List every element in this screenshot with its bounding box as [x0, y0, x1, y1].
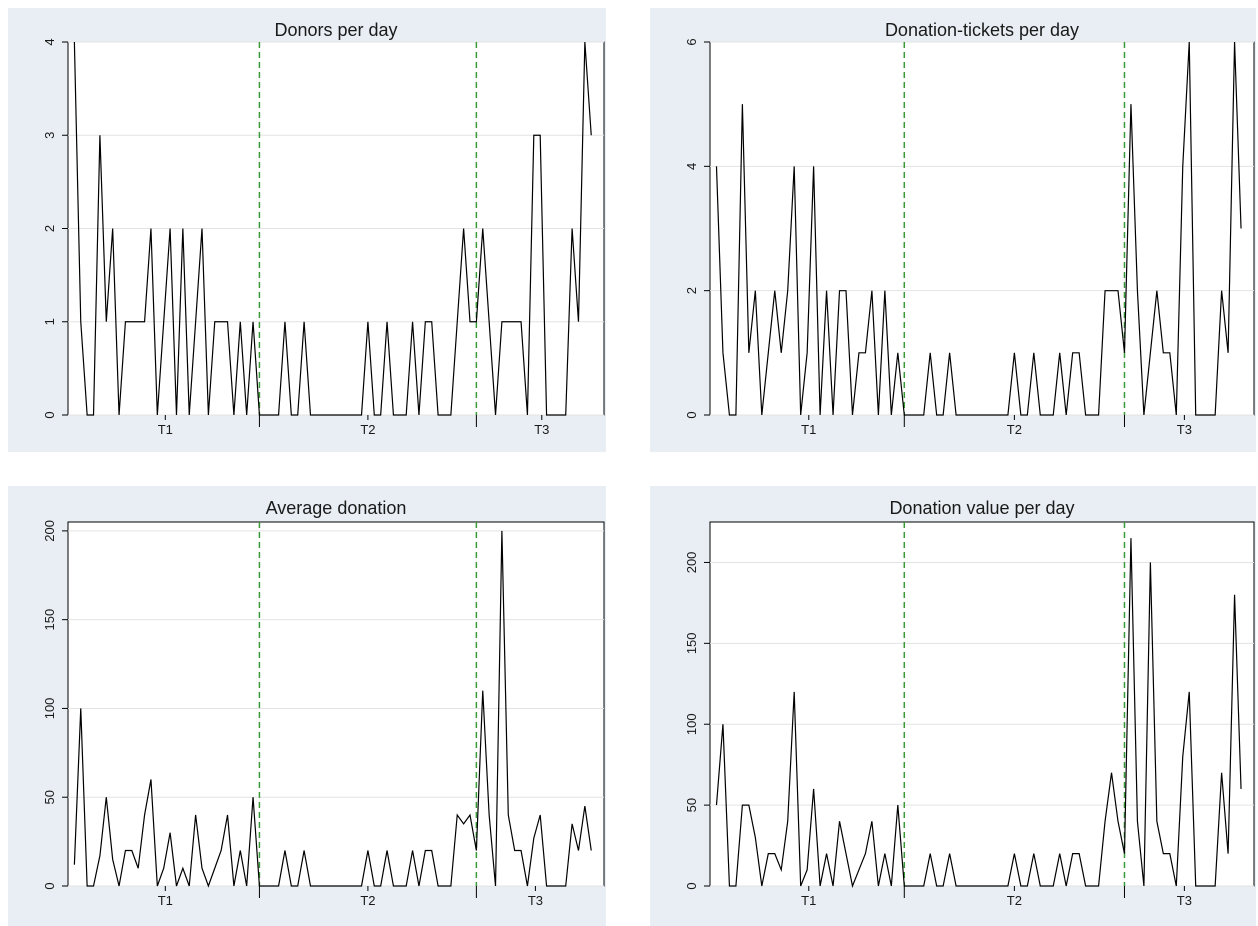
y-tick-label: 2	[42, 225, 57, 232]
chart-svg: Donation value per day 0 50 100 150 200 T1 T2 T3	[684, 498, 1255, 908]
series-line	[715, 538, 1242, 889]
y-tick-label: 1	[42, 318, 57, 325]
x-tick-label: T2	[360, 422, 375, 437]
x-tick-label: T3	[1177, 422, 1192, 437]
x-tick-label: T2	[1007, 893, 1022, 908]
chart-title: Average donation	[266, 498, 407, 518]
y-tick-label: 0	[42, 411, 57, 418]
series-line	[73, 530, 592, 888]
chart-title: Donation value per day	[889, 498, 1074, 518]
y-tick-label: 200	[42, 520, 57, 542]
series-line	[73, 41, 592, 416]
plot-area	[67, 521, 605, 887]
chart-panel-donation-value: Donation value per day 0 50 100 150 200 T1 T2 T3	[650, 486, 1256, 926]
y-tick-label: 6	[684, 38, 699, 45]
chart-panel-average-donation: Average donation 0 50 100 150 200 T1 T2 T3	[8, 486, 606, 926]
chart-panel-tickets: Donation-tickets per day 0 2 4 6 T1 T2 T3	[650, 8, 1256, 452]
y-tick-label: 0	[684, 882, 699, 889]
x-tick-label: T2	[360, 893, 375, 908]
y-tick-label: 150	[42, 609, 57, 631]
y-tick-label: 100	[684, 713, 699, 735]
x-tick-label: T2	[1007, 422, 1022, 437]
y-tick-label: 50	[42, 790, 57, 804]
y-tick-label: 4	[684, 163, 699, 170]
y-tick-label: 200	[684, 552, 699, 574]
plot-area	[709, 41, 1255, 416]
y-tick-label: 150	[684, 632, 699, 654]
series-line	[715, 41, 1242, 416]
chart-svg: Donors per day 0 1 2 3 4 T1 T2 T3	[42, 20, 605, 437]
chart-svg: Donation-tickets per day 0 2 4 6 T1 T2 T3	[684, 20, 1255, 437]
x-tick-label: T3	[534, 422, 549, 437]
x-tick-label: T3	[1177, 893, 1192, 908]
plot-area	[709, 521, 1255, 887]
y-tick-label: 0	[684, 411, 699, 418]
x-tick-label: T1	[158, 422, 173, 437]
chart-svg: Average donation 0 50 100 150 200 T1 T2 T3	[42, 498, 605, 908]
y-tick-label: 3	[42, 132, 57, 139]
x-tick-label: T3	[528, 893, 543, 908]
x-tick-label: T1	[801, 893, 816, 908]
x-tick-label: T1	[158, 893, 173, 908]
chart-title: Donors per day	[274, 20, 397, 40]
y-tick-label: 4	[42, 38, 57, 45]
y-tick-label: 0	[42, 882, 57, 889]
y-tick-label: 50	[684, 798, 699, 812]
y-tick-label: 2	[684, 287, 699, 294]
y-tick-label: 100	[42, 698, 57, 720]
chart-panel-donors: Donors per day 0 1 2 3 4 T1 T2 T3	[8, 8, 606, 452]
chart-title: Donation-tickets per day	[885, 20, 1079, 40]
x-tick-label: T1	[801, 422, 816, 437]
